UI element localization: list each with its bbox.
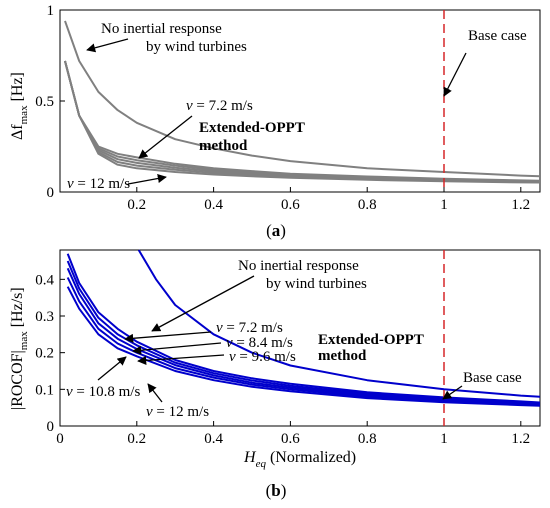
annotation-arrow-a3 xyxy=(127,174,167,185)
annotation-arrow-b6 xyxy=(147,383,163,403)
annotation-arrow-b5 xyxy=(97,356,127,381)
annotation-method-b: method xyxy=(318,348,367,364)
annotation-arrow-a4 xyxy=(443,52,467,97)
panel-b-series-line-0 xyxy=(137,249,541,398)
panel-b-xtick-label: 0.6 xyxy=(281,431,300,447)
panel-b-ytick-label: 0 xyxy=(47,419,55,435)
annotation-v12-b: v = 12 m/s xyxy=(146,404,209,420)
panel-b-plot-frame xyxy=(59,249,541,427)
panel-a-series-line-0 xyxy=(64,20,541,178)
annotation-method-a: method xyxy=(199,138,248,154)
annotation-v72-a: v = 7.2 m/s xyxy=(186,98,253,114)
annotation-by-wind-turbines-b: by wind turbines xyxy=(266,276,367,292)
annotation-v72-b: v = 7.2 m/s xyxy=(216,320,283,336)
annotation-base-case-a: Base case xyxy=(468,28,527,44)
panel-b-chart: 0 0.2 0.4 0.6 0.8 1 1.2 0 0.1 0.2 0.3 0.4 |ROCOF|ma… xyxy=(9,249,541,500)
panel-b-series-line-4 xyxy=(66,277,541,406)
annotation-arrow-a2 xyxy=(138,115,193,159)
annotation-oppt-b: Extended-OPPT xyxy=(318,332,424,348)
panel-b-ytick-label: 0.2 xyxy=(35,346,54,362)
annotation-v12-a: v = 12 m/s xyxy=(67,176,130,192)
panel-b-xtick-label: 1 xyxy=(440,431,448,447)
annotation-by-wind-turbines-a: by wind turbines xyxy=(146,39,247,55)
annotation-arrow-b4 xyxy=(137,354,225,365)
annotation-base-case-b: Base case xyxy=(463,370,522,386)
annotation-arrow-b3 xyxy=(132,342,222,355)
panel-a-ytick-label: 0.5 xyxy=(35,94,54,110)
panel-a-xtick-label: 0.8 xyxy=(358,197,377,213)
panel-a-xtick-label: 0.2 xyxy=(127,197,146,213)
annotation-oppt-a: Extended-OPPT xyxy=(199,120,305,136)
annotation-no-inertial-b: No inertial response xyxy=(238,258,359,274)
panel-b-xtick-label: 1.2 xyxy=(511,431,530,447)
annotation-no-inertial-a: No inertial response xyxy=(101,21,222,37)
panel-b-series-line-5 xyxy=(66,286,541,407)
panel-b-series-line-3 xyxy=(66,267,541,405)
panel-b-xtick-label: 0.8 xyxy=(358,431,377,447)
panel-b-ytick-label: 0.4 xyxy=(35,272,54,288)
annotation-arrow-b2 xyxy=(124,331,212,343)
annotation-arrow-a1 xyxy=(86,38,129,53)
panel-a-chart: 0.2 0.4 0.6 0.8 1 1.2 0 0.5 1 Δfmax [Hz] No iner… xyxy=(9,3,541,240)
panel-a-xtick-label: 0.4 xyxy=(204,197,223,213)
panel-a-ytick-label: 1 xyxy=(47,3,55,19)
panel-a-xtick-label: 1 xyxy=(440,197,448,213)
panel-a-ticks: 0.2 0.4 0.6 0.8 1 1.2 0 0.5 1 xyxy=(35,3,530,213)
panel-a-xtick-label: 1.2 xyxy=(511,197,530,213)
panel-a-ylabel: Δfmax [Hz] xyxy=(9,72,30,140)
panel-b-xtick-label: 0 xyxy=(56,431,64,447)
annotation-arrow-b1 xyxy=(151,275,255,332)
annotation-v96-b: v = 9.6 m/s xyxy=(229,349,296,365)
panel-b-xlabel: Heq (Normalized) xyxy=(243,449,356,470)
panel-a-caption: (a) xyxy=(266,221,286,240)
panel-a-series-group xyxy=(64,20,541,184)
panel-b-xtick-label: 0.4 xyxy=(204,431,223,447)
panel-b-caption: (b) xyxy=(266,481,287,500)
annotation-arrow-b7 xyxy=(442,385,463,400)
annotation-v84-b: v = 8.4 m/s xyxy=(226,335,293,351)
panel-b-ticks: 0 0.2 0.4 0.6 0.8 1 1.2 0 0.1 0.2 0.3 0.4 xyxy=(35,272,530,447)
panel-b-ytick-label: 0.1 xyxy=(35,382,54,398)
annotation-v108-b: v = 10.8 m/s xyxy=(66,384,140,400)
panel-a-ytick-label: 0 xyxy=(47,185,55,201)
panel-b-xtick-label: 0.2 xyxy=(127,431,146,447)
panel-a-xtick-label: 0.6 xyxy=(281,197,300,213)
panel-b-ytick-label: 0.3 xyxy=(35,309,54,325)
panel-b-ylabel: |ROCOF|max [Hz/s] xyxy=(9,287,30,410)
